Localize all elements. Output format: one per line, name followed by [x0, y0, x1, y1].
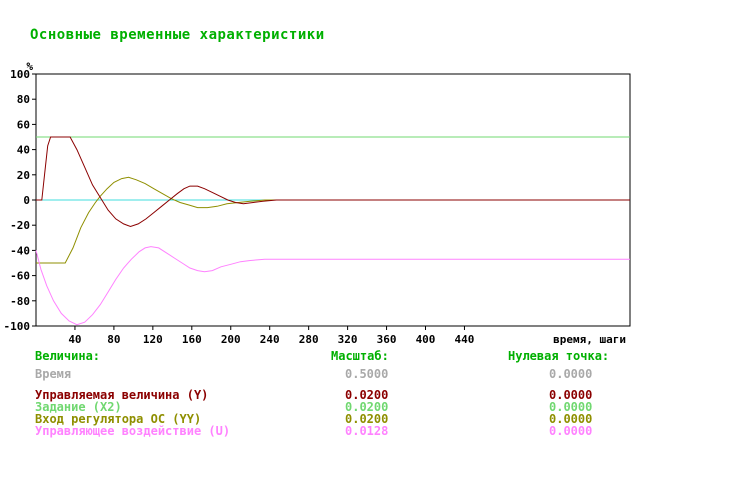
legend-row: Управляющее воздействие (U) 0.0128 0.0000	[35, 425, 730, 437]
legend-table: Величина: Масштаб: Нулевая точка: Время 0…	[35, 349, 730, 437]
x-tick-label: 80	[107, 333, 120, 346]
legend-header-scale: Масштаб:	[331, 349, 389, 363]
series-scale-value: 0.0200	[345, 412, 389, 426]
y-tick-label: -60	[10, 270, 30, 283]
y-tick-label: -100	[4, 320, 31, 333]
series-scale-value: 0.0200	[345, 388, 389, 402]
x-tick-label: 400	[416, 333, 436, 346]
x-tick-label: 360	[377, 333, 397, 346]
legend-header-zero: Нулевая точка:	[508, 349, 610, 363]
legend-row: Вход регулятора ОС (YY) 0.0200 0.0000	[35, 413, 730, 425]
y-axis-unit-label: %	[26, 60, 33, 73]
series-zero-point-value: 0.0000	[549, 412, 593, 426]
series-name: Управляющее воздействие (U)	[35, 424, 231, 438]
x-axis-label: время, шаги	[553, 333, 626, 346]
series-scale-value: 0.0200	[345, 400, 389, 414]
y-tick-label: 80	[17, 93, 30, 106]
x-tick-label: 320	[338, 333, 358, 346]
series-y	[36, 136, 630, 228]
y-tick-label: 100	[10, 68, 30, 81]
series-zero-point-value: 0.0000	[549, 424, 593, 438]
y-tick-label: 20	[17, 169, 30, 182]
series-zero-point-value: 0.0000	[549, 400, 593, 414]
series-yy	[36, 176, 630, 264]
y-tick-label: 0	[23, 194, 30, 207]
x-tick-label: 240	[260, 333, 280, 346]
legend-row: Управляемая величина (Y) 0.0200 0.0000	[35, 389, 730, 401]
x-tick-label: 200	[221, 333, 241, 346]
y-tick-label: -20	[10, 219, 30, 232]
legend-rows: Время 0.5000 0.0000 Управляемая величина (Y…	[35, 368, 730, 437]
x-tick-label: 160	[182, 333, 202, 346]
series-name: Время	[35, 367, 72, 381]
x-tick-label: 40	[68, 333, 81, 346]
legend-row: Время 0.5000 0.0000	[35, 368, 730, 380]
legend-header-row: Величина: Масштаб: Нулевая точка:	[35, 349, 730, 363]
series-zero-point-value: 0.0000	[549, 388, 593, 402]
series-name: Вход регулятора ОС (YY)	[35, 412, 202, 426]
series-zero-point-value: 0.0000	[549, 367, 593, 381]
legend-row: Задание (X2) 0.0200 0.0000	[35, 401, 730, 413]
y-tick-label: -80	[10, 295, 30, 308]
page-title: Основные временные характеристики	[30, 27, 325, 43]
y-tick-label: 40	[17, 144, 30, 157]
x-tick-label: 120	[143, 333, 163, 346]
series-scale-value: 0.0128	[345, 424, 389, 438]
series-scale-value: 0.5000	[345, 367, 389, 381]
series-u	[35, 246, 630, 326]
series-name: Задание (X2)	[35, 400, 122, 414]
series-name: Управляемая величина (Y)	[35, 388, 209, 402]
x-tick-label: 280	[299, 333, 319, 346]
legend-header-value: Величина:	[35, 349, 101, 363]
x-tick-label: 440	[455, 333, 475, 346]
y-tick-label: -40	[10, 244, 30, 257]
y-tick-label: 60	[17, 118, 30, 131]
